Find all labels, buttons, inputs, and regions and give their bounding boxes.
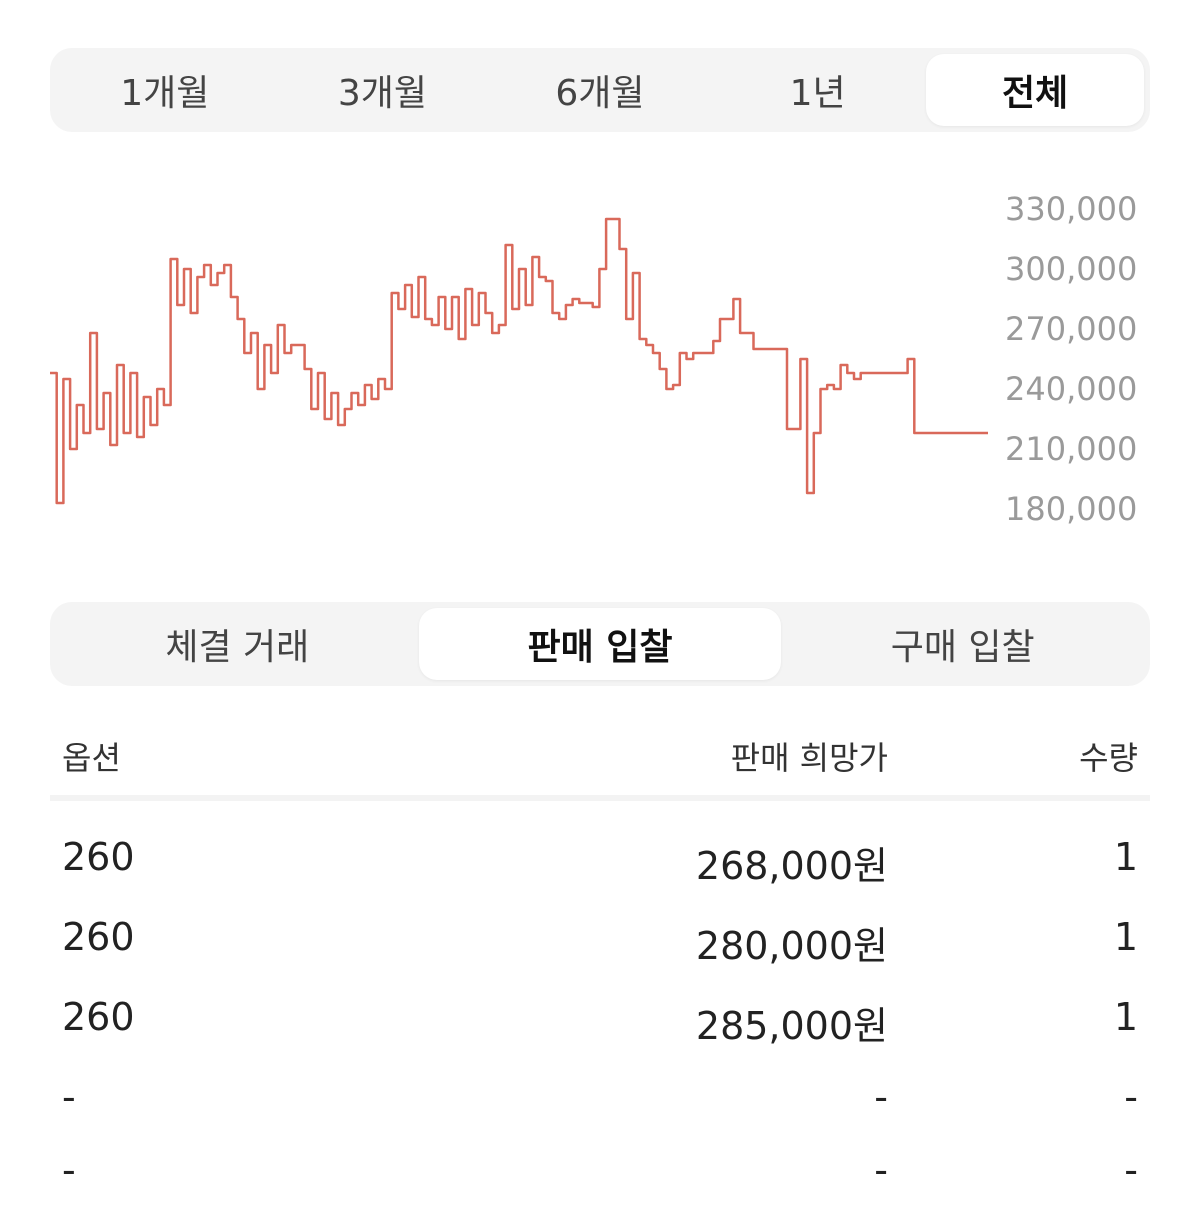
row-option: 260 — [62, 915, 135, 959]
table-row: - - - — [50, 1148, 1150, 1228]
header-option: 옵션 — [62, 739, 121, 777]
row-qty: 1 — [1113, 835, 1138, 879]
period-tab-6m[interactable]: 6개월 — [555, 73, 645, 114]
y-tick-label: 180,000 — [1005, 490, 1137, 528]
y-tick-label: 270,000 — [1005, 310, 1137, 348]
header-qty: 수량 — [1079, 739, 1138, 777]
row-price: 268,000원 — [695, 844, 888, 888]
row-price: 280,000원 — [695, 924, 888, 968]
row-qty: - — [1124, 1148, 1138, 1192]
y-tick-label: 240,000 — [1005, 370, 1137, 408]
tab-buy-bids[interactable]: 구매 입찰 — [890, 627, 1035, 668]
table-header: 옵션 판매 희망가 수량 — [50, 725, 1150, 801]
row-option: 260 — [62, 835, 135, 879]
tab-trades[interactable]: 체결 거래 — [165, 627, 310, 668]
row-price: - — [874, 1148, 888, 1192]
y-tick-label: 210,000 — [1005, 430, 1137, 468]
period-tab-1y[interactable]: 1년 — [789, 73, 846, 114]
table-row: 260 280,000원 1 — [50, 915, 1150, 995]
price-chart: 330,000 300,000 270,000 240,000 210,000 180,0… — [50, 190, 1137, 528]
period-selector: 1개월 3개월 6개월 1년 전체 — [50, 48, 1150, 132]
header-price: 판매 희망가 — [730, 739, 888, 777]
table-row: 260 268,000원 1 — [50, 835, 1150, 915]
row-qty: - — [1124, 1075, 1138, 1119]
row-option: - — [62, 1075, 76, 1119]
period-tab-all[interactable]: 전체 — [926, 54, 1144, 126]
table-row: - - - — [50, 1075, 1150, 1155]
bid-type-selector: 체결 거래 판매 입찰 구매 입찰 — [50, 602, 1150, 686]
row-option: 260 — [62, 995, 135, 1039]
period-tab-1m[interactable]: 1개월 — [120, 73, 210, 114]
row-qty: 1 — [1113, 915, 1138, 959]
row-price: 285,000원 — [695, 1004, 888, 1048]
row-option: - — [62, 1148, 76, 1192]
row-price: - — [874, 1075, 888, 1119]
y-tick-label: 330,000 — [1005, 190, 1137, 228]
table-row: 260 285,000원 1 — [50, 995, 1150, 1075]
tab-sell-bids[interactable]: 판매 입찰 — [418, 608, 782, 680]
price-line — [50, 217, 988, 505]
period-tab-3m[interactable]: 3개월 — [337, 73, 427, 114]
y-tick-label: 300,000 — [1005, 250, 1137, 288]
row-qty: 1 — [1113, 995, 1138, 1039]
